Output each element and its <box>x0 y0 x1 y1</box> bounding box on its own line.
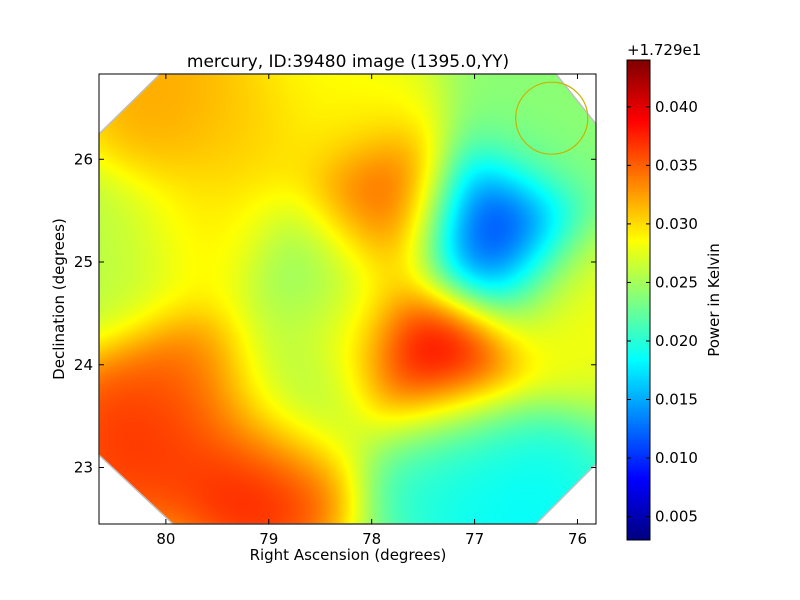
x-tick-label: 76 <box>568 530 587 548</box>
x-tick-label: 77 <box>465 530 484 548</box>
colorbar-offset-label: +1.729e1 <box>627 41 701 59</box>
colorbar-tick-label: 0.040 <box>655 98 698 116</box>
colorbar-tick-label: 0.010 <box>655 449 698 467</box>
colorbar-tick-label: 0.025 <box>655 273 698 291</box>
y-axis-label: Declination (degrees) <box>50 218 68 380</box>
colorbar-tick-label: 0.020 <box>655 332 698 350</box>
x-tick-label: 79 <box>259 530 278 548</box>
colorbar-label: Power in Kelvin <box>705 243 723 357</box>
beam-circle <box>515 81 589 155</box>
y-tick-label: 24 <box>74 356 93 374</box>
colorbar-ticks: 0.005 0.010 0.015 0.020 0.025 0.030 0.035 0.040 <box>627 98 698 526</box>
colorbar-tick-label: 0.030 <box>655 215 698 233</box>
y-tick-label: 23 <box>74 458 93 476</box>
plot-frame <box>98 73 597 525</box>
colorbar: 0.005 0.010 0.015 0.020 0.025 0.030 0.035 0.040… <box>626 41 723 541</box>
x-tick-label: 78 <box>362 530 381 548</box>
y-tick-label: 25 <box>74 253 93 271</box>
y-axis-ticks: 23 24 25 26 <box>74 150 596 476</box>
x-axis-label: Right Ascension (degrees) <box>250 546 447 564</box>
y-tick-label: 26 <box>74 150 93 168</box>
chart-title: mercury, ID:39480 image (1395.0,YY) <box>187 52 509 72</box>
colorbar-tick-label: 0.005 <box>655 508 698 526</box>
x-axis-ticks: 80 79 78 77 76 <box>156 74 587 548</box>
x-tick-label: 80 <box>156 530 175 548</box>
colorbar-gradient <box>627 60 650 540</box>
plot-area: 80 79 78 77 76 23 24 25 26 <box>74 73 597 548</box>
colorbar-tick-label: 0.035 <box>655 156 698 174</box>
colorbar-tick-label: 0.015 <box>655 391 698 409</box>
colorbar-frame <box>626 59 651 541</box>
